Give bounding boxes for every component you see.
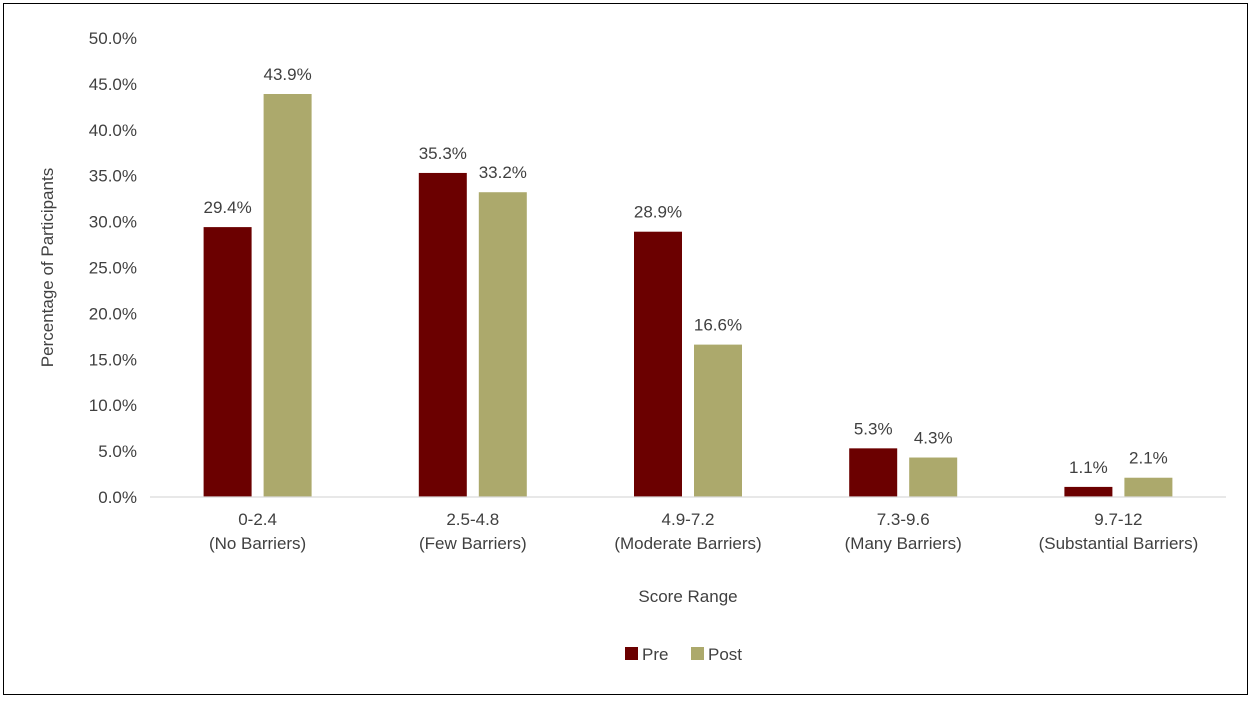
bar-post — [694, 344, 742, 497]
bar-post — [263, 93, 312, 498]
data-label: 29.4% — [203, 198, 251, 217]
y-tick-label: 45.0% — [89, 75, 137, 94]
data-label: 4.3% — [914, 429, 953, 448]
data-label: 43.9% — [263, 65, 311, 84]
legend-label-pre: Pre — [642, 645, 668, 664]
x-category-label: (No Barriers) — [209, 534, 306, 553]
y-tick-label: 40.0% — [89, 121, 137, 140]
x-category-label: (Moderate Barriers) — [614, 534, 761, 553]
x-category-label: (Few Barriers) — [419, 534, 527, 553]
bar-pre — [418, 172, 467, 498]
data-label: 35.3% — [419, 144, 467, 163]
legend-swatch-pre — [625, 647, 638, 660]
data-labels: 29.4% 43.9% 35.3% 33.2% 28.9% 16.6% 5.3% 4.3% 1.… — [203, 65, 1167, 477]
y-axis-title: Percentage of Participants — [38, 168, 57, 367]
y-tick-label: 10.0% — [89, 396, 137, 415]
legend: Pre Post — [625, 645, 742, 664]
x-category-label: 2.5-4.8 — [446, 510, 499, 529]
y-tick-label: 15.0% — [89, 350, 137, 369]
y-tick-label: 50.0% — [89, 29, 137, 48]
x-category-label: 4.9-7.2 — [662, 510, 715, 529]
bar-chart: 0.0% 5.0% 10.0% 15.0% 20.0% 25.0% 30.0% 35.0% 40… — [38, 29, 1226, 664]
data-label: 2.1% — [1129, 449, 1168, 468]
bar-pre — [849, 448, 898, 497]
y-tick-label: 35.0% — [89, 167, 137, 186]
legend-swatch-post — [691, 647, 704, 660]
data-label: 1.1% — [1069, 458, 1108, 477]
bar-post — [909, 457, 958, 497]
y-tick-label: 5.0% — [98, 442, 137, 461]
x-category-label: (Substantial Barriers) — [1039, 534, 1199, 553]
y-tick-label: 30.0% — [89, 213, 137, 232]
x-category-label: 9.7-12 — [1094, 510, 1142, 529]
data-label: 33.2% — [479, 163, 527, 182]
x-category-label: 0-2.4 — [238, 510, 277, 529]
x-category-label: (Many Barriers) — [845, 534, 962, 553]
legend-label-post: Post — [708, 645, 742, 664]
x-axis-title: Score Range — [638, 587, 737, 606]
data-label: 28.9% — [634, 203, 682, 222]
bar-pre — [1064, 486, 1113, 497]
y-axis-ticks: 0.0% 5.0% 10.0% 15.0% 20.0% 25.0% 30.0% 35.0% 40… — [89, 29, 137, 507]
bar-post — [1124, 477, 1173, 497]
y-tick-label: 20.0% — [89, 304, 137, 323]
bar-post — [478, 192, 527, 497]
y-tick-label: 25.0% — [89, 259, 137, 278]
y-tick-label: 0.0% — [98, 488, 137, 507]
bar-pre — [634, 231, 682, 497]
bars — [203, 93, 1173, 498]
data-label: 5.3% — [854, 419, 893, 438]
x-axis-categories: 0-2.4 (No Barriers) 2.5-4.8 (Few Barriers) 4… — [209, 510, 1198, 553]
data-label: 16.6% — [694, 316, 742, 335]
x-category-label: 7.3-9.6 — [877, 510, 930, 529]
bar-pre — [203, 227, 252, 497]
chart-frame: 0.0% 5.0% 10.0% 15.0% 20.0% 25.0% 30.0% 35.0% 40… — [3, 3, 1248, 695]
